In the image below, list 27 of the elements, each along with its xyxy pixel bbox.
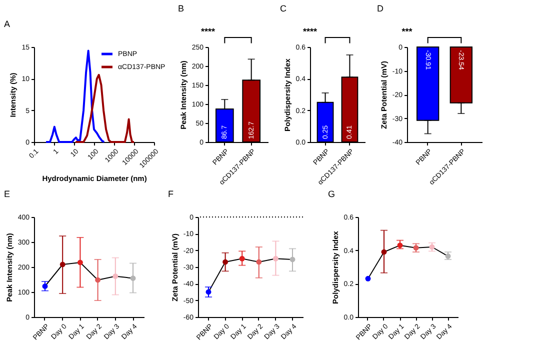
point [290, 256, 296, 262]
chart-title: B [178, 4, 184, 14]
chart-title: A [4, 19, 10, 29]
point [130, 276, 136, 281]
text: *** [402, 26, 413, 36]
chart-title: E [4, 189, 10, 199]
point [60, 262, 66, 268]
chart-title: C [280, 4, 287, 14]
text: **** [302, 26, 318, 36]
point [206, 289, 212, 295]
text: **** [200, 26, 216, 36]
point [112, 274, 118, 279]
chart-title: F [168, 189, 174, 199]
point [397, 242, 403, 248]
point [256, 259, 262, 265]
point [77, 260, 83, 266]
point [272, 256, 278, 262]
chart-title: D [377, 4, 384, 14]
point [42, 284, 48, 289]
point [381, 249, 387, 255]
point [429, 244, 435, 250]
point [413, 245, 419, 251]
chart-title: G [328, 189, 336, 199]
point [239, 256, 245, 262]
point [95, 277, 101, 283]
point [365, 276, 371, 282]
point [222, 259, 228, 265]
